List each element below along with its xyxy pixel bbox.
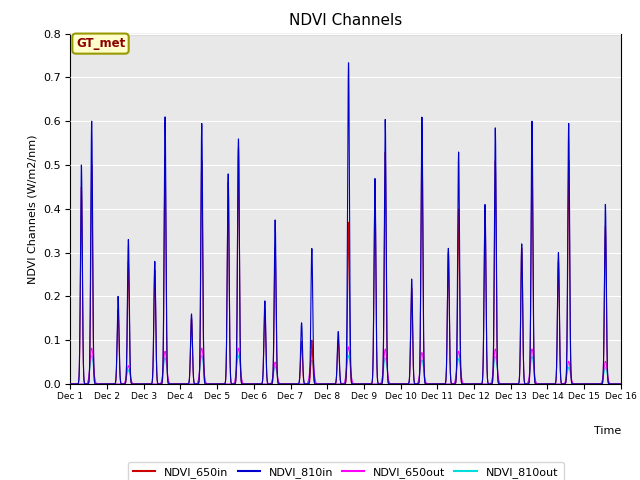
Text: Time: Time [593,426,621,436]
Title: NDVI Channels: NDVI Channels [289,13,402,28]
Y-axis label: NDVI Channels (W/m2/nm): NDVI Channels (W/m2/nm) [28,134,37,284]
Legend: NDVI_650in, NDVI_810in, NDVI_650out, NDVI_810out: NDVI_650in, NDVI_810in, NDVI_650out, NDV… [127,462,564,480]
Text: GT_met: GT_met [76,37,125,50]
